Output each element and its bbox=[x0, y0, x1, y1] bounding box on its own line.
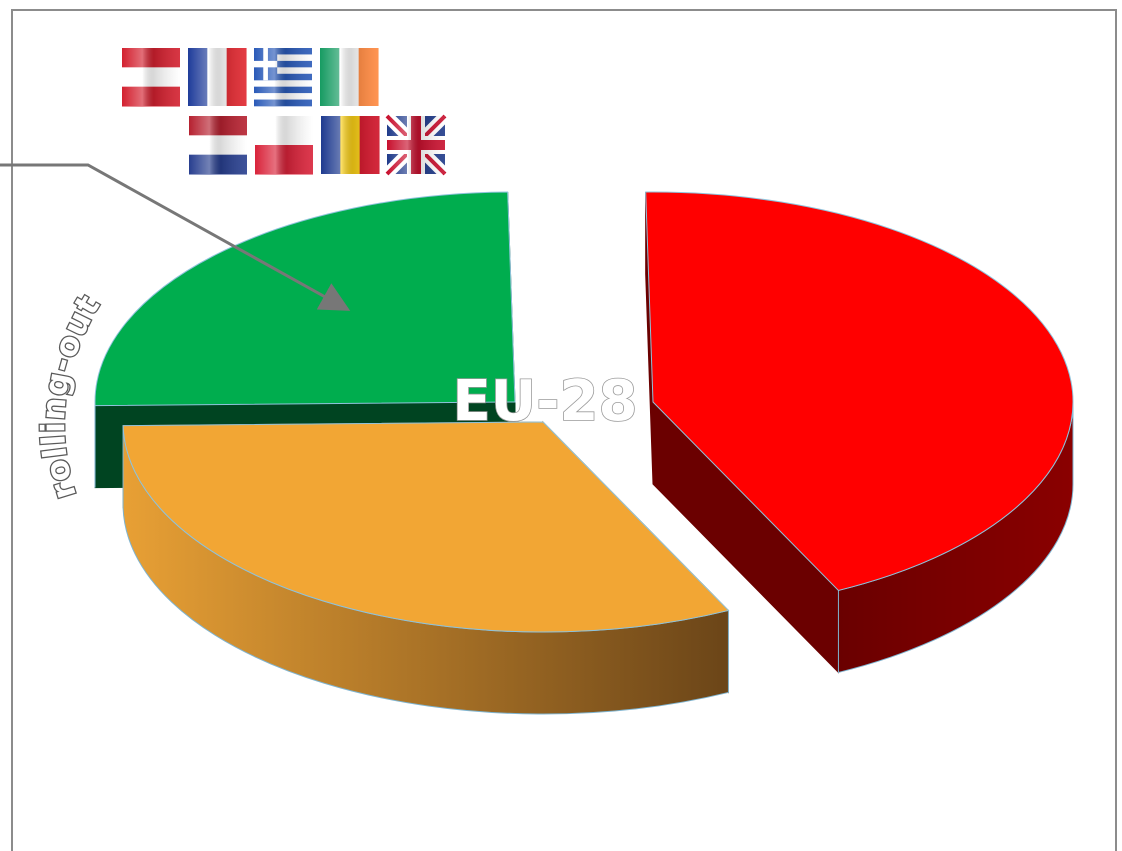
slice-orange-top bbox=[122, 421, 730, 633]
flag-row bbox=[122, 48, 450, 179]
flag-united-kingdom-icon bbox=[382, 111, 450, 179]
flag-france-icon bbox=[188, 48, 247, 106]
callout-arrow bbox=[0, 163, 351, 311]
slice-red-top bbox=[645, 191, 1074, 591]
flag-greece-icon bbox=[254, 48, 312, 107]
slice-red bbox=[645, 191, 1074, 674]
slice-green-top bbox=[94, 191, 516, 407]
slice-orange bbox=[122, 420, 730, 715]
flag-ireland-icon bbox=[320, 48, 379, 106]
flag-romania-icon bbox=[321, 116, 380, 174]
flag-netherlands-icon bbox=[189, 116, 247, 175]
flag-austria-icon bbox=[122, 48, 180, 107]
flag-poland-icon bbox=[255, 116, 313, 175]
pie-chart bbox=[94, 191, 1074, 715]
center-label: EU-28 bbox=[453, 369, 638, 434]
